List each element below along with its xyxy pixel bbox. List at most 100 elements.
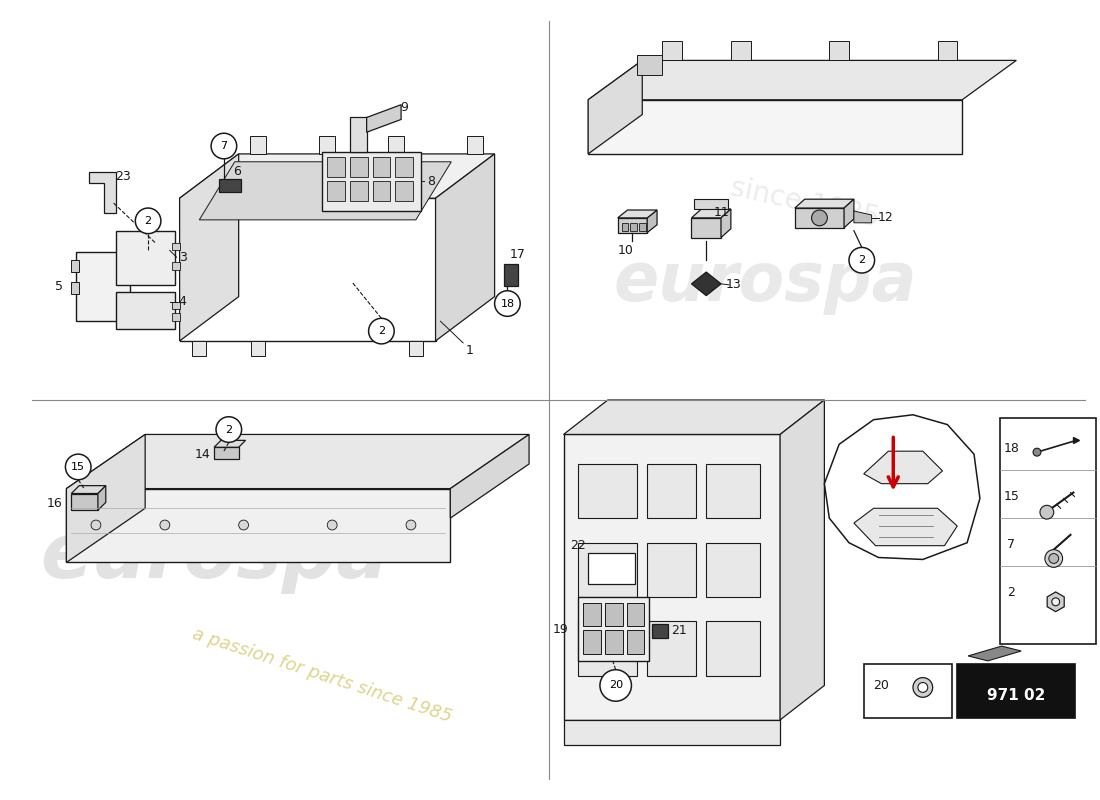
Bar [505, 264, 518, 286]
Text: 8: 8 [427, 175, 434, 188]
Bar [1000, 418, 1096, 644]
Polygon shape [563, 400, 824, 434]
Text: 2: 2 [1008, 586, 1015, 599]
Text: 15: 15 [72, 462, 85, 472]
Polygon shape [98, 486, 106, 510]
Polygon shape [563, 720, 780, 745]
Circle shape [600, 670, 631, 702]
Bar [172, 314, 179, 322]
Polygon shape [199, 162, 451, 220]
Polygon shape [720, 209, 730, 238]
Polygon shape [730, 41, 750, 60]
Circle shape [239, 520, 249, 530]
Text: 19: 19 [552, 623, 569, 636]
Bar [72, 260, 79, 272]
Polygon shape [588, 60, 642, 154]
Text: 23: 23 [114, 170, 131, 183]
Bar [219, 178, 241, 192]
Polygon shape [468, 136, 483, 154]
Text: 20: 20 [873, 679, 890, 692]
Polygon shape [89, 172, 116, 213]
Polygon shape [829, 41, 849, 60]
Text: 9: 9 [400, 101, 408, 114]
Text: 5: 5 [55, 280, 63, 294]
Bar [373, 157, 390, 177]
Bar [957, 664, 1076, 718]
Polygon shape [179, 154, 239, 341]
Bar [395, 182, 412, 201]
Circle shape [1033, 448, 1041, 456]
Text: 18: 18 [500, 298, 515, 309]
Bar [706, 464, 760, 518]
Circle shape [406, 520, 416, 530]
Bar [647, 622, 696, 676]
Circle shape [368, 318, 394, 344]
Circle shape [1048, 554, 1058, 563]
Polygon shape [647, 210, 657, 233]
Text: 12: 12 [878, 211, 893, 224]
Circle shape [849, 247, 875, 273]
Polygon shape [780, 400, 824, 720]
Polygon shape [1047, 592, 1064, 612]
Bar [621, 223, 628, 230]
Text: 2: 2 [377, 326, 385, 336]
Bar [395, 157, 412, 177]
Polygon shape [319, 136, 336, 154]
Bar [172, 242, 179, 250]
Bar [579, 464, 637, 518]
Bar [328, 182, 345, 201]
Polygon shape [214, 447, 239, 459]
Text: a passion for parts since 1985: a passion for parts since 1985 [190, 625, 454, 726]
Polygon shape [854, 508, 957, 546]
Text: 10: 10 [617, 244, 634, 257]
Text: 3: 3 [178, 250, 187, 264]
Bar [328, 157, 345, 177]
Text: 4: 4 [178, 295, 187, 308]
Bar [605, 630, 623, 654]
Polygon shape [854, 211, 871, 223]
Polygon shape [692, 218, 720, 238]
Bar [706, 542, 760, 597]
Text: 17: 17 [509, 248, 525, 261]
Bar [116, 292, 175, 329]
Bar [627, 630, 645, 654]
Polygon shape [436, 154, 495, 341]
Text: 13: 13 [726, 278, 741, 291]
Text: 22: 22 [571, 539, 586, 552]
Text: eurospa: eurospa [614, 249, 917, 315]
Circle shape [65, 454, 91, 480]
Polygon shape [252, 341, 265, 356]
Bar [579, 542, 637, 597]
Circle shape [216, 417, 242, 442]
Circle shape [91, 520, 101, 530]
Text: 2: 2 [144, 216, 152, 226]
Bar [373, 182, 390, 201]
Polygon shape [366, 105, 402, 132]
Polygon shape [795, 199, 854, 208]
Polygon shape [618, 210, 657, 218]
Polygon shape [66, 489, 450, 562]
Polygon shape [694, 199, 728, 209]
Polygon shape [692, 209, 730, 218]
Polygon shape [844, 199, 854, 228]
Bar [864, 664, 953, 718]
Text: 16: 16 [46, 497, 63, 510]
Polygon shape [864, 451, 943, 484]
Polygon shape [795, 208, 844, 228]
Circle shape [917, 682, 927, 692]
Bar [588, 553, 636, 584]
Text: 7: 7 [1008, 538, 1015, 551]
Circle shape [328, 520, 337, 530]
Circle shape [135, 208, 161, 234]
Bar [647, 464, 696, 518]
Bar [172, 302, 179, 310]
Polygon shape [72, 494, 98, 510]
Circle shape [211, 134, 236, 159]
Text: 14: 14 [195, 448, 210, 461]
Text: 11: 11 [714, 206, 730, 219]
Polygon shape [692, 272, 720, 296]
Text: 15: 15 [1003, 490, 1020, 503]
Bar [172, 262, 179, 270]
Bar [605, 602, 623, 626]
Bar [76, 252, 131, 322]
